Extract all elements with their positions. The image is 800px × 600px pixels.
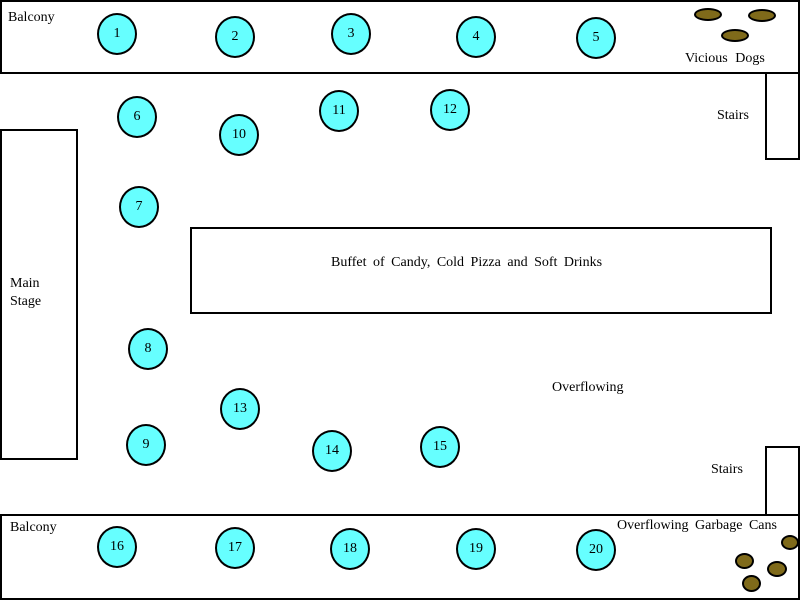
table-15: 15 bbox=[420, 426, 460, 468]
balcony-bottom-label: Balcony bbox=[10, 520, 57, 535]
table-20: 20 bbox=[576, 529, 616, 571]
table-12: 12 bbox=[430, 89, 470, 131]
buffet-label: Buffet of Candy, Cold Pizza and Soft Dri… bbox=[331, 255, 603, 270]
table-18: 18 bbox=[330, 528, 370, 570]
main-stage-label: Main Stage bbox=[10, 276, 42, 309]
garbage-can-icon bbox=[781, 535, 799, 550]
balcony-top-label: Balcony bbox=[8, 10, 55, 25]
overflowing-garbage-label: Overflowing Garbage Cans bbox=[617, 518, 777, 533]
buffet-table bbox=[190, 227, 772, 314]
table-10: 10 bbox=[219, 114, 259, 156]
table-6: 6 bbox=[117, 96, 157, 138]
stairs-bottom bbox=[765, 446, 800, 516]
stairs-bottom-label: Stairs bbox=[711, 462, 743, 477]
main-stage bbox=[0, 129, 78, 460]
dog-icon bbox=[721, 29, 749, 42]
table-9: 9 bbox=[126, 424, 166, 466]
table-16: 16 bbox=[97, 526, 137, 568]
table-8: 8 bbox=[128, 328, 168, 370]
table-13: 13 bbox=[220, 388, 260, 430]
table-1: 1 bbox=[97, 13, 137, 55]
garbage-can-icon bbox=[742, 575, 761, 592]
stairs-top-label: Stairs bbox=[717, 108, 749, 123]
table-3: 3 bbox=[331, 13, 371, 55]
dog-icon bbox=[694, 8, 722, 21]
stairs-top bbox=[765, 72, 800, 160]
table-17: 17 bbox=[215, 527, 255, 569]
table-11: 11 bbox=[319, 90, 359, 132]
overflowing-label: Overflowing bbox=[552, 380, 624, 395]
dog-icon bbox=[748, 9, 776, 22]
table-19: 19 bbox=[456, 528, 496, 570]
garbage-can-icon bbox=[767, 561, 787, 577]
table-2: 2 bbox=[215, 16, 255, 58]
table-14: 14 bbox=[312, 430, 352, 472]
table-5: 5 bbox=[576, 17, 616, 59]
table-7: 7 bbox=[119, 186, 159, 228]
vicious-dogs-label: Vicious Dogs bbox=[685, 51, 765, 66]
table-4: 4 bbox=[456, 16, 496, 58]
garbage-can-icon bbox=[735, 553, 754, 569]
